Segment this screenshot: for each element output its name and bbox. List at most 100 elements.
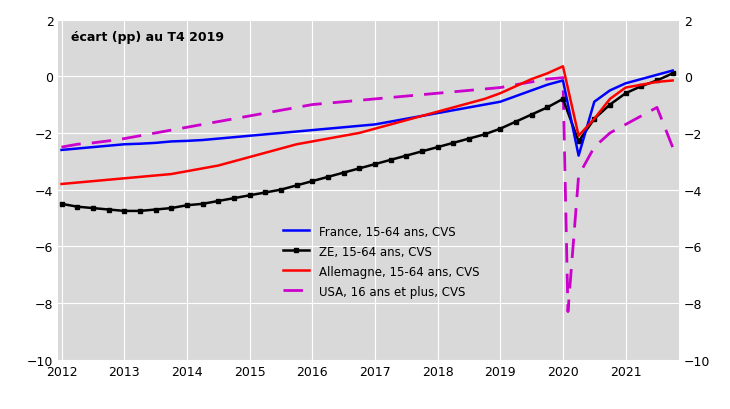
France, 15-64 ans, CVS <box>167 139 176 144</box>
ZE, 15-64 ans, CVS <box>57 202 66 207</box>
Allemagne, 15-64 ans, CVS <box>433 110 442 115</box>
USA, 16 ans et plus, CVS <box>136 134 145 139</box>
USA, 16 ans et plus, CVS <box>590 145 599 150</box>
France, 15-64 ans, CVS <box>277 131 285 136</box>
USA, 16 ans et plus, CVS <box>564 309 572 314</box>
ZE, 15-64 ans, CVS <box>449 141 458 146</box>
France, 15-64 ans, CVS <box>229 135 238 140</box>
Allemagne, 15-64 ans, CVS <box>308 139 317 144</box>
USA, 16 ans et plus, CVS <box>575 173 583 178</box>
Allemagne, 15-64 ans, CVS <box>606 97 615 102</box>
France, 15-64 ans, CVS <box>433 111 442 116</box>
France, 15-64 ans, CVS <box>527 89 536 94</box>
ZE, 15-64 ans, CVS <box>339 171 348 176</box>
USA, 16 ans et plus, CVS <box>543 77 552 82</box>
Allemagne, 15-64 ans, CVS <box>543 72 552 76</box>
ZE, 15-64 ans, CVS <box>512 120 520 125</box>
ZE, 15-64 ans, CVS <box>214 199 223 204</box>
Line: Allemagne, 15-64 ans, CVS: Allemagne, 15-64 ans, CVS <box>61 67 672 184</box>
Allemagne, 15-64 ans, CVS <box>575 134 583 139</box>
USA, 16 ans et plus, CVS <box>355 99 364 103</box>
USA, 16 ans et plus, CVS <box>621 123 630 128</box>
USA, 16 ans et plus, CVS <box>496 86 504 91</box>
USA, 16 ans et plus, CVS <box>512 83 520 88</box>
Line: France, 15-64 ans, CVS: France, 15-64 ans, CVS <box>61 71 672 156</box>
USA, 16 ans et plus, CVS <box>292 106 301 110</box>
Allemagne, 15-64 ans, CVS <box>512 85 520 90</box>
France, 15-64 ans, CVS <box>245 134 254 139</box>
France, 15-64 ans, CVS <box>355 124 364 129</box>
USA, 16 ans et plus, CVS <box>151 131 160 136</box>
Allemagne, 15-64 ans, CVS <box>277 147 285 152</box>
France, 15-64 ans, CVS <box>88 145 97 150</box>
USA, 16 ans et plus, CVS <box>402 94 411 99</box>
ZE, 15-64 ans, CVS <box>418 150 426 155</box>
Allemagne, 15-64 ans, CVS <box>292 142 301 147</box>
ZE, 15-64 ans, CVS <box>668 72 677 76</box>
USA, 16 ans et plus, CVS <box>73 142 82 147</box>
ZE, 15-64 ans, CVS <box>543 106 552 110</box>
France, 15-64 ans, CVS <box>198 138 207 143</box>
USA, 16 ans et plus, CVS <box>433 92 442 97</box>
ZE, 15-64 ans, CVS <box>323 175 332 180</box>
France, 15-64 ans, CVS <box>558 79 567 84</box>
USA, 16 ans et plus, CVS <box>245 114 254 119</box>
ZE, 15-64 ans, CVS <box>308 179 317 184</box>
Line: ZE, 15-64 ans, CVS: ZE, 15-64 ans, CVS <box>59 72 675 214</box>
ZE, 15-64 ans, CVS <box>480 133 489 137</box>
France, 15-64 ans, CVS <box>464 106 473 110</box>
USA, 16 ans et plus, CVS <box>88 141 97 146</box>
France, 15-64 ans, CVS <box>292 130 301 135</box>
Allemagne, 15-64 ans, CVS <box>151 173 160 178</box>
USA, 16 ans et plus, CVS <box>261 111 269 116</box>
USA, 16 ans et plus, CVS <box>167 128 176 133</box>
ZE, 15-64 ans, CVS <box>229 196 238 201</box>
USA, 16 ans et plus, CVS <box>229 117 238 122</box>
France, 15-64 ans, CVS <box>418 114 426 119</box>
USA, 16 ans et plus, CVS <box>527 80 536 85</box>
Allemagne, 15-64 ans, CVS <box>167 172 176 177</box>
Allemagne, 15-64 ans, CVS <box>339 134 348 139</box>
ZE, 15-64 ans, CVS <box>558 97 567 102</box>
Allemagne, 15-64 ans, CVS <box>668 79 677 84</box>
USA, 16 ans et plus, CVS <box>418 93 426 98</box>
France, 15-64 ans, CVS <box>668 69 677 74</box>
France, 15-64 ans, CVS <box>512 94 520 99</box>
Allemagne, 15-64 ans, CVS <box>182 169 191 174</box>
Allemagne, 15-64 ans, CVS <box>418 114 426 119</box>
France, 15-64 ans, CVS <box>136 142 145 147</box>
France, 15-64 ans, CVS <box>402 117 411 122</box>
Allemagne, 15-64 ans, CVS <box>261 151 269 156</box>
Allemagne, 15-64 ans, CVS <box>480 97 489 102</box>
ZE, 15-64 ans, CVS <box>355 166 364 171</box>
France, 15-64 ans, CVS <box>323 127 332 132</box>
USA, 16 ans et plus, CVS <box>558 76 567 81</box>
ZE, 15-64 ans, CVS <box>606 103 615 108</box>
Allemagne, 15-64 ans, CVS <box>402 119 411 124</box>
Allemagne, 15-64 ans, CVS <box>104 178 113 183</box>
Allemagne, 15-64 ans, CVS <box>57 182 66 187</box>
USA, 16 ans et plus, CVS <box>449 90 458 95</box>
France, 15-64 ans, CVS <box>151 141 160 146</box>
Allemagne, 15-64 ans, CVS <box>653 80 661 85</box>
USA, 16 ans et plus, CVS <box>371 97 380 102</box>
Allemagne, 15-64 ans, CVS <box>245 155 254 160</box>
Allemagne, 15-64 ans, CVS <box>214 164 223 169</box>
Allemagne, 15-64 ans, CVS <box>120 176 128 181</box>
Legend: France, 15-64 ans, CVS, ZE, 15-64 ans, CVS, Allemagne, 15-64 ans, CVS, USA, 16 a: France, 15-64 ans, CVS, ZE, 15-64 ans, C… <box>278 220 484 303</box>
ZE, 15-64 ans, CVS <box>527 113 536 118</box>
USA, 16 ans et plus, CVS <box>339 100 348 105</box>
Allemagne, 15-64 ans, CVS <box>449 106 458 110</box>
France, 15-64 ans, CVS <box>386 120 395 125</box>
USA, 16 ans et plus, CVS <box>182 126 191 130</box>
ZE, 15-64 ans, CVS <box>73 204 82 209</box>
France, 15-64 ans, CVS <box>637 77 645 82</box>
ZE, 15-64 ans, CVS <box>120 209 128 214</box>
Allemagne, 15-64 ans, CVS <box>355 131 364 136</box>
ZE, 15-64 ans, CVS <box>590 117 599 122</box>
ZE, 15-64 ans, CVS <box>621 92 630 97</box>
Allemagne, 15-64 ans, CVS <box>323 137 332 142</box>
ZE, 15-64 ans, CVS <box>402 154 411 159</box>
France, 15-64 ans, CVS <box>653 73 661 78</box>
Allemagne, 15-64 ans, CVS <box>198 166 207 171</box>
